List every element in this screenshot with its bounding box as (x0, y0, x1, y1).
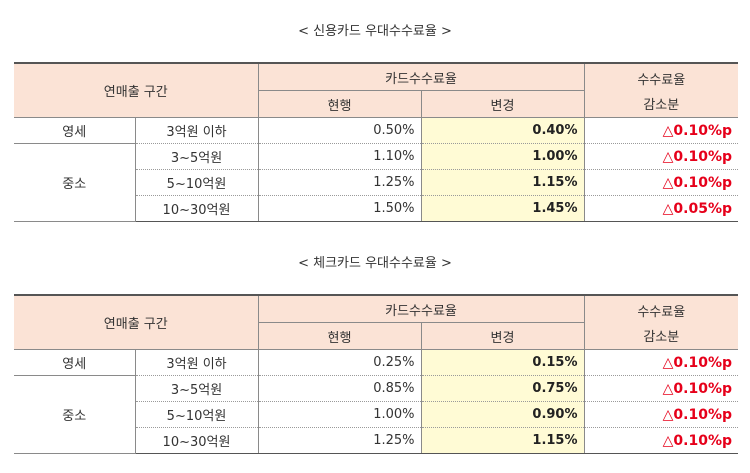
sales-range: 3억원 이하 (134, 117, 259, 144)
header-card-fee-rate: 카드수수료율 (257, 62, 585, 91)
header-current: 현행 (258, 322, 422, 350)
header-sales-section: 연매출 구간 (14, 62, 259, 118)
header-reduction-line2: 감소분 (643, 97, 680, 113)
header-reduction-line1: 수수료율 (637, 72, 686, 88)
sales-range: 3~5억원 (134, 375, 259, 402)
header-card-fee-rate: 카드수수료율 (257, 294, 585, 323)
credit-card-fee-table: 연매출 구간 카드수수료율 수수료율 감소분 현행 변경 영세 3억원 이하 0… (14, 62, 739, 222)
sales-range: 3억원 이하 (134, 349, 259, 376)
sales-range: 5~10억원 (135, 401, 259, 428)
current-rate: 1.00% (257, 401, 422, 428)
sales-range: 3~5억원 (134, 143, 259, 170)
current-rate: 0.85% (257, 375, 422, 402)
table-row: 영세 3억원 이하 0.25% 0.15% △0.10%p (14, 349, 739, 376)
changed-rate: 0.40% (420, 117, 585, 144)
rate-reduction: △0.10%p (583, 143, 739, 170)
group-label: 중소 (14, 143, 136, 222)
sales-range: 10~30억원 (135, 195, 259, 222)
header-fee-reduction: 수수료율 감소분 (583, 294, 739, 350)
rate-reduction: △0.10%p (583, 427, 739, 454)
header-changed: 변경 (420, 90, 585, 118)
changed-rate: 1.15% (420, 427, 585, 454)
header-sales-section: 연매출 구간 (14, 294, 259, 350)
check-card-fee-table: 연매출 구간 카드수수료율 수수료율 감소분 현행 변경 영세 3억원 이하 0… (14, 294, 739, 454)
table-row: 5~10억원 1.25% 1.15% △0.10%p (14, 169, 739, 196)
table-row: 5~10억원 1.00% 0.90% △0.10%p (14, 401, 739, 428)
current-rate: 1.25% (257, 427, 422, 454)
current-rate: 1.25% (257, 169, 422, 196)
header-reduction-line1: 수수료율 (637, 304, 686, 320)
current-rate: 0.25% (257, 349, 422, 376)
changed-rate: 1.15% (420, 169, 585, 196)
table-row: 영세 3억원 이하 0.50% 0.40% △0.10%p (14, 117, 739, 144)
check-card-caption: < 체크카드 우대수수료율 > (298, 256, 452, 271)
table-row: 중소 3~5억원 0.85% 0.75% △0.10%p (14, 375, 739, 454)
header-current: 현행 (258, 90, 422, 118)
header-changed: 변경 (420, 322, 585, 350)
header-fee-reduction: 수수료율 감소분 (583, 62, 739, 118)
group-label: 중소 (14, 375, 136, 454)
table-row: 중소 3~5억원 1.10% 1.00% △0.10%p (14, 143, 739, 222)
table-row: 10~30억원 1.50% 1.45% △0.05%p (14, 195, 739, 222)
changed-rate: 0.15% (420, 349, 585, 376)
group-label: 영세 (14, 117, 136, 144)
rate-reduction: △0.10%p (583, 349, 739, 376)
rate-reduction: △0.05%p (583, 195, 739, 222)
sales-range: 10~30억원 (135, 427, 259, 454)
rate-reduction: △0.10%p (583, 169, 739, 196)
current-rate: 1.50% (257, 195, 422, 222)
rate-reduction: △0.10%p (583, 117, 739, 144)
header-reduction-line2: 감소분 (643, 329, 680, 345)
rate-reduction: △0.10%p (583, 375, 739, 402)
current-rate: 1.10% (257, 143, 422, 170)
sales-range: 5~10억원 (135, 169, 259, 196)
changed-rate: 1.45% (420, 195, 585, 222)
changed-rate: 1.00% (420, 143, 585, 170)
credit-card-caption: < 신용카드 우대수수료율 > (298, 24, 452, 39)
group-label: 영세 (14, 349, 136, 376)
current-rate: 0.50% (257, 117, 422, 144)
changed-rate: 0.75% (420, 375, 585, 402)
table-row: 10~30억원 1.25% 1.15% △0.10%p (14, 427, 739, 454)
changed-rate: 0.90% (420, 401, 585, 428)
rate-reduction: △0.10%p (583, 401, 739, 428)
